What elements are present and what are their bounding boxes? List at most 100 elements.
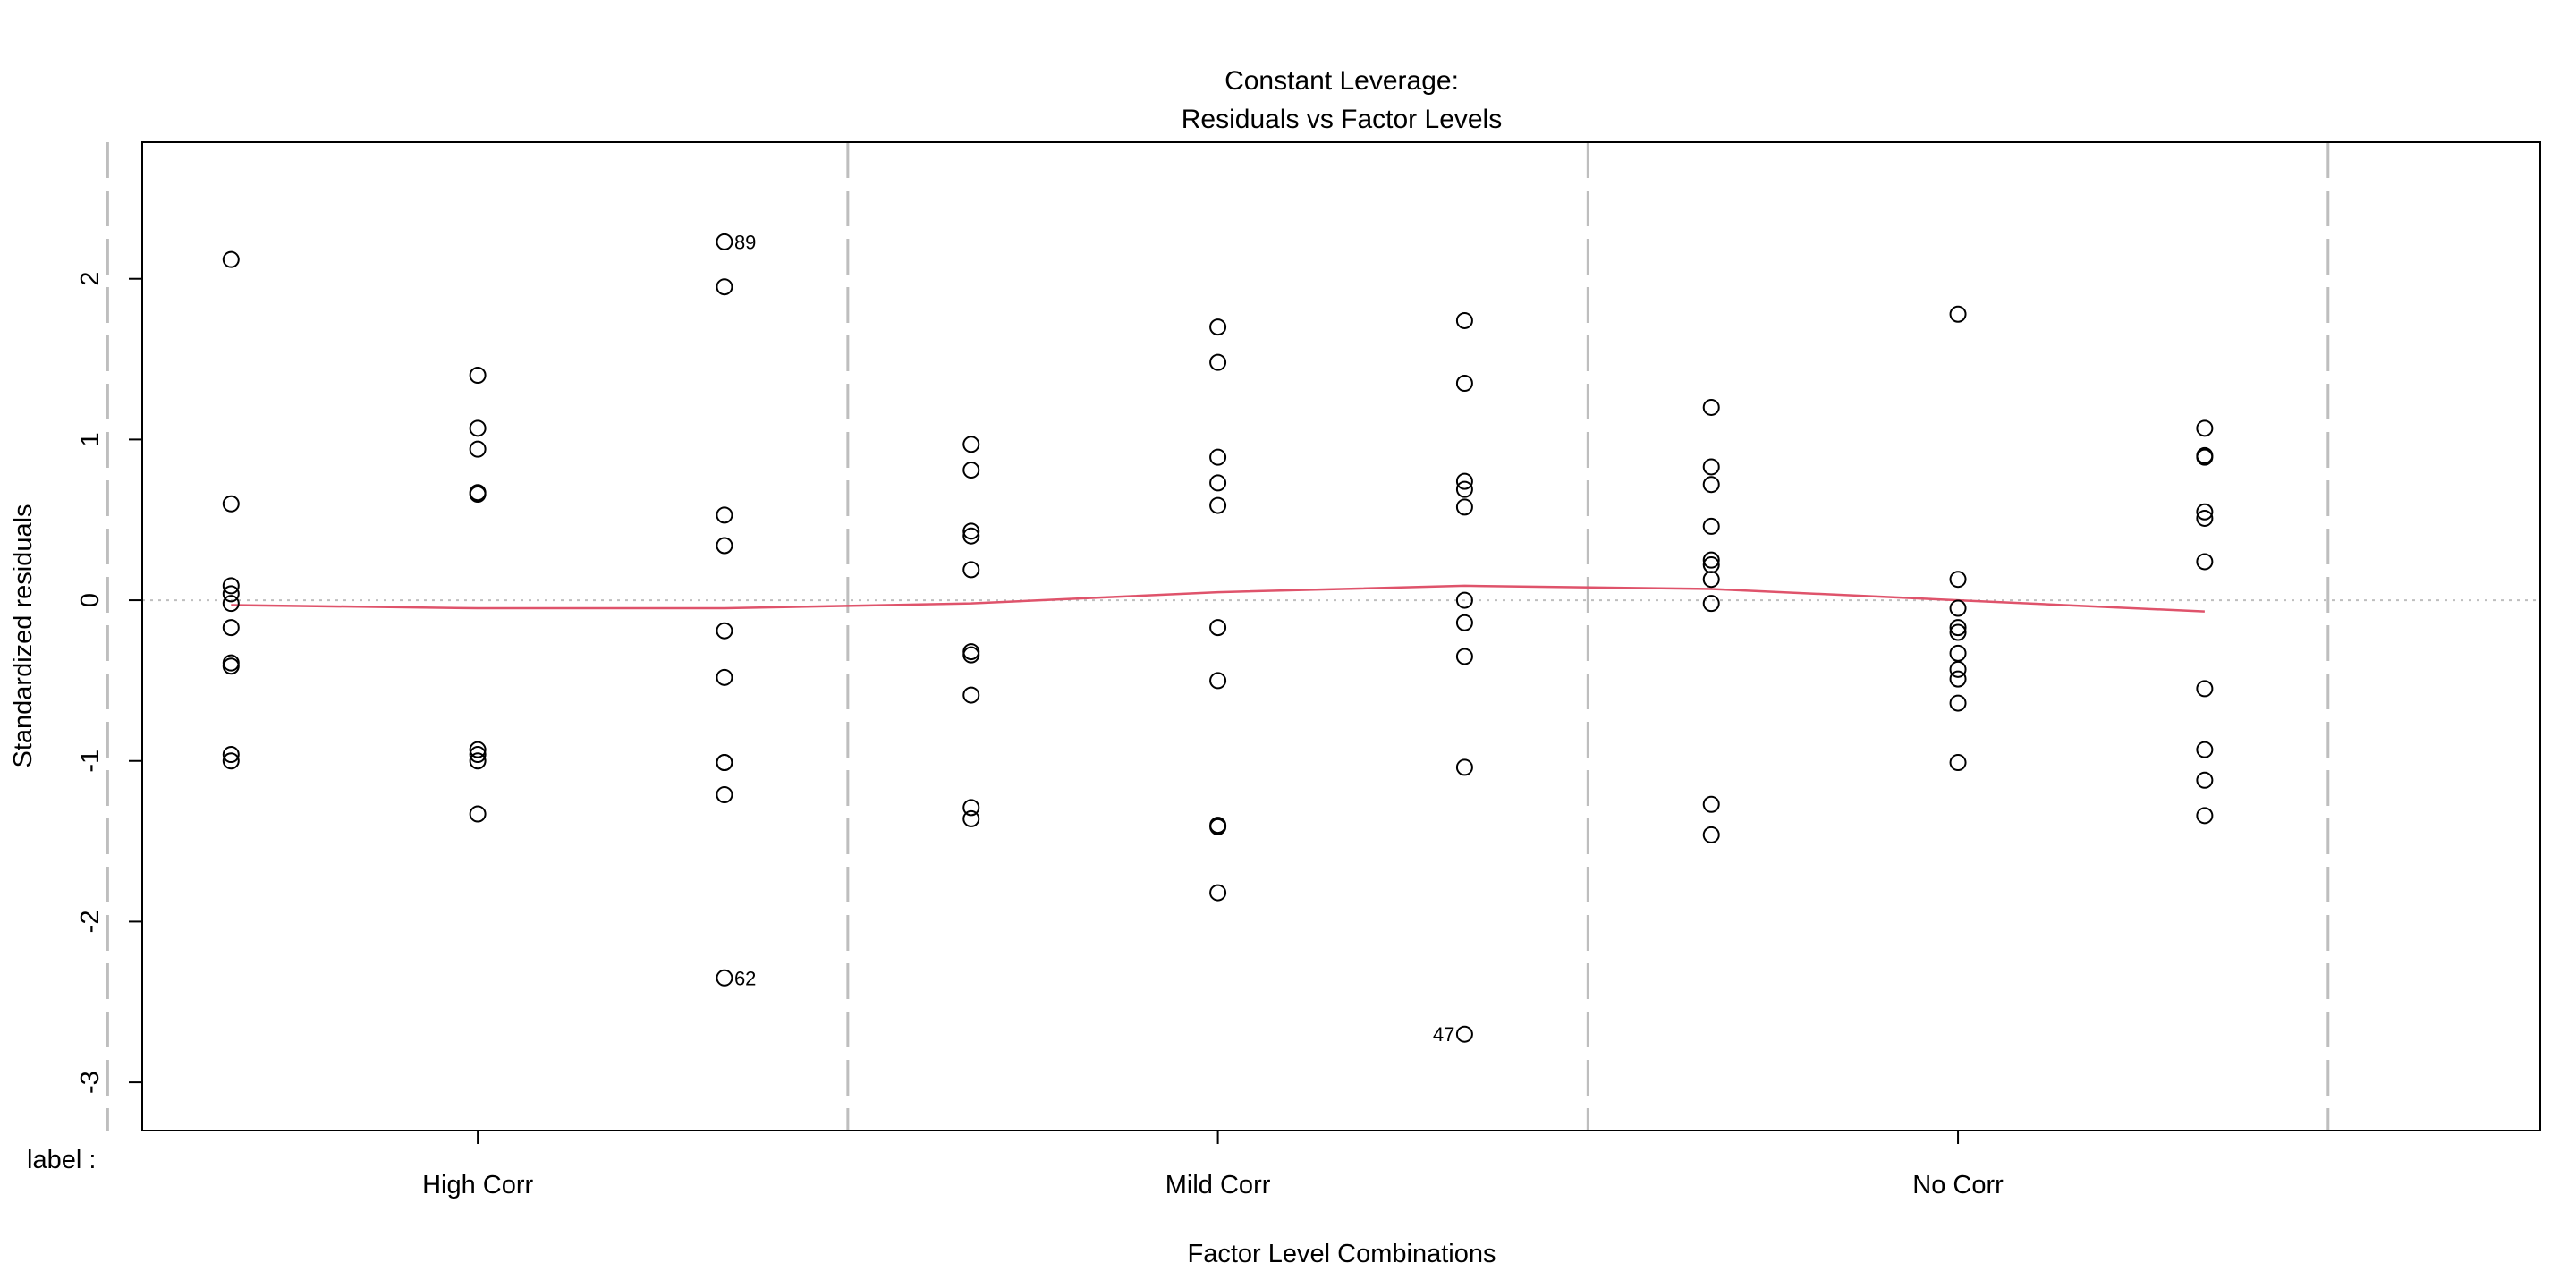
residual-point <box>222 250 240 268</box>
x-tick-label: Mild Corr <box>1165 1171 1271 1199</box>
residual-point <box>1455 375 1473 393</box>
residual-point <box>1455 498 1473 516</box>
residual-point <box>1702 595 1720 613</box>
residual-point <box>222 619 240 637</box>
residual-point <box>1949 754 1967 772</box>
residual-point <box>1455 614 1473 631</box>
y-axis-label: Standardized residuals <box>9 504 38 767</box>
residual-point <box>2196 419 2214 437</box>
point-label: 47 <box>1433 1023 1454 1046</box>
residual-point <box>469 746 487 764</box>
point-annotations: 89 62 47 <box>734 231 1454 1046</box>
residual-point <box>1949 670 1967 688</box>
residual-point <box>1209 672 1227 690</box>
residual-points <box>222 233 2214 1043</box>
residual-point <box>1702 458 1720 476</box>
residual-point <box>469 485 487 503</box>
plot-frame <box>141 141 2541 1131</box>
residual-point <box>469 741 487 758</box>
residual-point <box>2196 807 2214 825</box>
point-label: 89 <box>734 231 756 253</box>
residual-point <box>2196 680 2214 698</box>
residual-point <box>1455 311 1473 329</box>
smooth-line <box>231 584 2205 613</box>
x-tick-label: No Corr <box>1912 1171 2004 1199</box>
x-axis-label: Factor Level Combinations <box>1188 1240 1496 1268</box>
residual-point <box>962 646 980 664</box>
y-tick-label: 1 <box>76 432 105 446</box>
residual-point <box>1209 496 1227 514</box>
residual-point <box>222 654 240 672</box>
residual-point <box>1209 448 1227 466</box>
residual-point <box>2196 509 2214 527</box>
residual-point <box>222 657 240 675</box>
residual-point <box>1949 623 1967 641</box>
residual-point <box>1209 884 1227 902</box>
residual-point <box>1702 476 1720 494</box>
y-axis: 2 1 0 -1 -2 -3 <box>76 272 142 1094</box>
residual-point <box>1455 591 1473 609</box>
residual-point <box>716 622 733 640</box>
residual-point <box>1209 353 1227 371</box>
residual-point <box>716 233 733 250</box>
residual-point <box>469 367 487 385</box>
residual-point <box>1702 795 1720 813</box>
residual-point <box>716 668 733 686</box>
y-tick-label: 0 <box>76 593 105 607</box>
y-tick-label: -3 <box>76 1071 105 1094</box>
residual-point <box>469 805 487 823</box>
residual-point <box>1209 619 1227 637</box>
residual-point <box>716 754 733 772</box>
residual-point <box>962 561 980 579</box>
y-tick-label: -2 <box>76 911 105 934</box>
residual-point <box>962 643 980 661</box>
residual-point <box>962 527 980 545</box>
residual-point <box>222 595 240 613</box>
residual-point <box>222 585 240 603</box>
residual-point <box>962 462 980 479</box>
residual-point <box>1949 619 1967 637</box>
residual-point <box>1949 599 1967 617</box>
residual-point <box>1455 1025 1473 1043</box>
residual-point <box>1209 318 1227 336</box>
residual-point <box>716 785 733 803</box>
residual-point <box>469 419 487 437</box>
residual-point <box>716 969 733 987</box>
reference-lines <box>106 142 2540 1131</box>
residual-point <box>1949 305 1967 323</box>
residual-point <box>222 752 240 770</box>
residual-point <box>1702 826 1720 843</box>
residual-point <box>2196 771 2214 789</box>
residual-point <box>962 436 980 453</box>
y-tick-label: -1 <box>76 750 105 773</box>
residual-point <box>716 537 733 555</box>
residual-point <box>1702 398 1720 416</box>
residual-point <box>1209 818 1227 835</box>
chart-subtitle: Residuals vs Factor Levels <box>1182 105 1502 134</box>
x-tick-label: High Corr <box>422 1171 533 1199</box>
residual-point <box>2196 503 2214 521</box>
residual-point <box>962 799 980 817</box>
y-tick-label: 2 <box>76 272 105 286</box>
residual-point <box>2196 741 2214 758</box>
residual-point <box>1702 551 1720 569</box>
residual-point <box>1702 517 1720 535</box>
residual-point <box>469 752 487 770</box>
residual-point <box>716 278 733 296</box>
residual-point <box>1949 660 1967 678</box>
residual-point <box>962 809 980 827</box>
chart-title: Constant Leverage: <box>1224 66 1459 96</box>
residual-point <box>1949 571 1967 589</box>
residual-point <box>1455 480 1473 498</box>
residual-point <box>222 577 240 595</box>
residual-point <box>1455 472 1473 490</box>
point-label: 62 <box>734 967 756 989</box>
residual-point <box>1702 571 1720 589</box>
residual-point <box>1949 644 1967 662</box>
residual-point <box>1949 694 1967 712</box>
smooth-line-layer <box>231 584 2205 613</box>
x-axis: High Corr Mild Corr No Corr <box>422 1131 2004 1199</box>
residual-point <box>1455 648 1473 665</box>
residual-point <box>222 746 240 764</box>
